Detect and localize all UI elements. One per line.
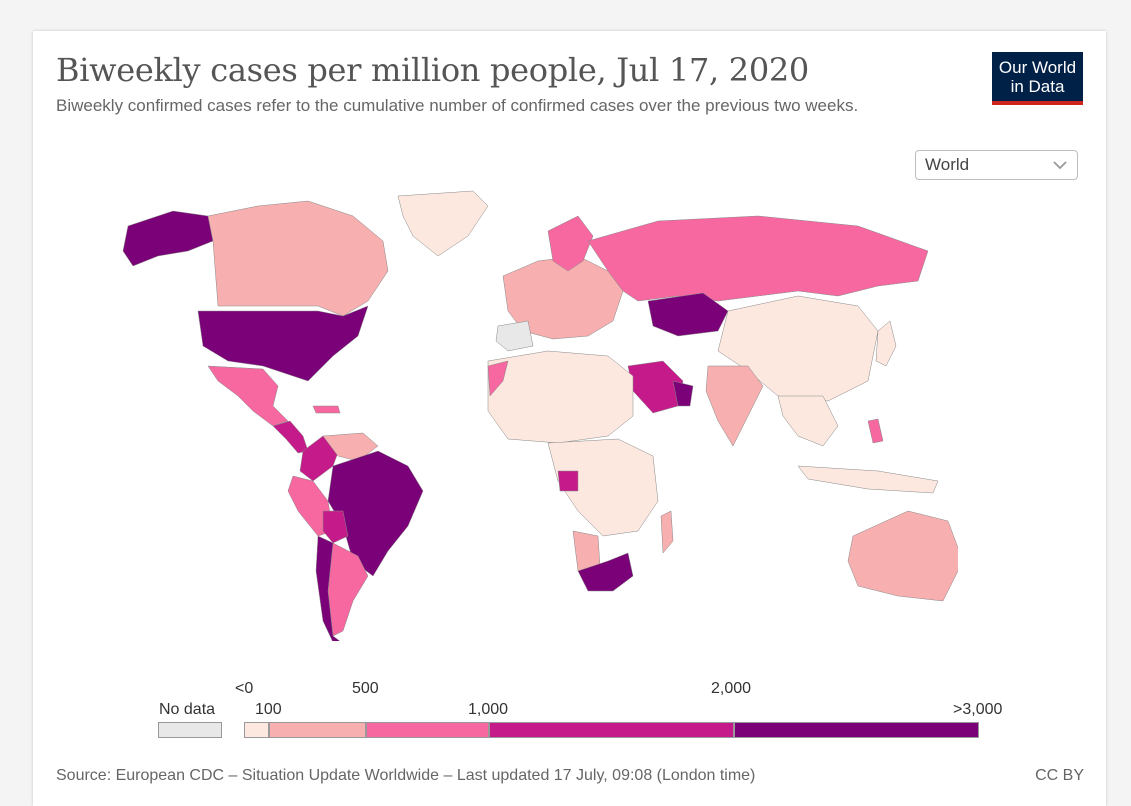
country-philippines[interactable] [867, 418, 884, 444]
legend-bin-swatch [366, 722, 489, 738]
country-south-africa[interactable] [577, 552, 634, 592]
country-canada[interactable] [207, 200, 389, 317]
logo-line-1: Our World [998, 57, 1077, 77]
legend-bin-swatch [269, 722, 366, 738]
license-link[interactable]: CC BY [1035, 767, 1084, 784]
country-australia[interactable] [847, 510, 958, 602]
legend-tick-label: >3,000 [953, 701, 1003, 718]
chevron-down-icon [1053, 161, 1067, 170]
region-southeast-asia[interactable] [777, 395, 839, 447]
country-japan[interactable] [875, 320, 897, 367]
legend-tick-label: 2,000 [711, 680, 752, 697]
region-select[interactable]: World [915, 150, 1078, 180]
region-select-value: World [925, 155, 970, 174]
country-india[interactable] [705, 365, 764, 447]
country-oman[interactable] [672, 380, 694, 407]
legend-no-data-swatch [158, 722, 222, 738]
logo-line-2: in Data [1010, 76, 1065, 96]
country-caribbean[interactable] [312, 405, 341, 414]
country-alaska[interactable] [122, 210, 214, 267]
legend-bin-swatch [734, 722, 979, 738]
country-chile[interactable] [315, 535, 353, 641]
country-china[interactable] [717, 295, 879, 402]
legend-no-data-label: No data [159, 701, 216, 718]
country-spain[interactable] [495, 320, 534, 352]
country-mexico[interactable] [207, 365, 289, 427]
owid-logo[interactable]: Our World in Data [992, 52, 1083, 105]
country-madagascar[interactable] [660, 510, 674, 554]
country-greenland[interactable] [397, 190, 489, 257]
country-indonesia[interactable] [797, 465, 939, 494]
legend-tick-label: 100 [255, 701, 282, 718]
legend-bin-swatch [489, 722, 734, 738]
legend-tick-label: <0 [235, 680, 254, 697]
country-gabon[interactable] [557, 470, 579, 492]
legend-tick-label: 500 [352, 680, 379, 697]
legend-bin-swatch [244, 722, 269, 738]
chart-card: Biweekly cases per million people, Jul 1… [33, 31, 1106, 806]
region-north-africa[interactable] [487, 350, 634, 444]
world-map[interactable] [78, 181, 958, 641]
country-russia[interactable] [587, 215, 929, 302]
region-scandinavia[interactable] [547, 215, 594, 272]
source-note: Source: European CDC – Situation Update … [56, 767, 756, 784]
legend-tick-label: 1,000 [468, 701, 509, 718]
country-kazakhstan[interactable] [647, 292, 729, 337]
chart-subtitle: Biweekly confirmed cases refer to the cu… [56, 96, 859, 115]
chart-title: Biweekly cases per million people, Jul 1… [56, 51, 809, 89]
country-venezuela[interactable] [322, 432, 379, 462]
country-central-america[interactable] [272, 420, 309, 454]
country-bolivia[interactable] [322, 510, 349, 544]
country-morocco[interactable] [487, 360, 509, 397]
country-united-states[interactable] [197, 305, 369, 382]
